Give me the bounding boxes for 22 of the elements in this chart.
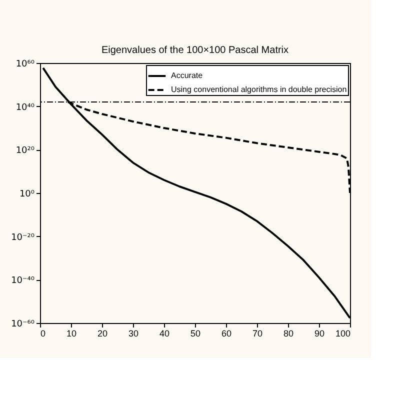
chart-title: Eigenvalues of the 100×100 Pascal Matrix <box>101 45 289 56</box>
x-tick-label: 40 <box>159 328 170 338</box>
legend-label: Using conventional algorithms in double precision <box>171 85 347 94</box>
y-tick-label: 10⁶⁰ <box>16 60 35 70</box>
x-tick-label: 30 <box>128 328 139 338</box>
x-tick-label: 50 <box>190 328 201 338</box>
x-tick-label: 100 <box>335 328 350 338</box>
x-tick-label: 90 <box>314 328 325 338</box>
y-tick-label: 10⁻⁶⁰ <box>11 320 35 330</box>
x-tick-label: 20 <box>97 328 108 338</box>
x-tick-label: 10 <box>66 328 77 338</box>
legend-label: Accurate <box>171 71 204 80</box>
y-tick-label: 10⁰ <box>19 190 35 200</box>
x-tick-label: 80 <box>283 328 294 338</box>
y-tick-label: 10⁻⁴⁰ <box>11 276 35 286</box>
y-tick-label: 10⁻²⁰ <box>11 232 35 243</box>
x-tick-label: 70 <box>252 328 263 338</box>
x-tick-label: 60 <box>221 328 232 338</box>
y-tick-label: 10⁴⁰ <box>16 102 35 113</box>
line-series <box>42 66 351 320</box>
x-tick-label: 0 <box>40 328 46 338</box>
y-tick-label: 10²⁰ <box>16 146 35 156</box>
